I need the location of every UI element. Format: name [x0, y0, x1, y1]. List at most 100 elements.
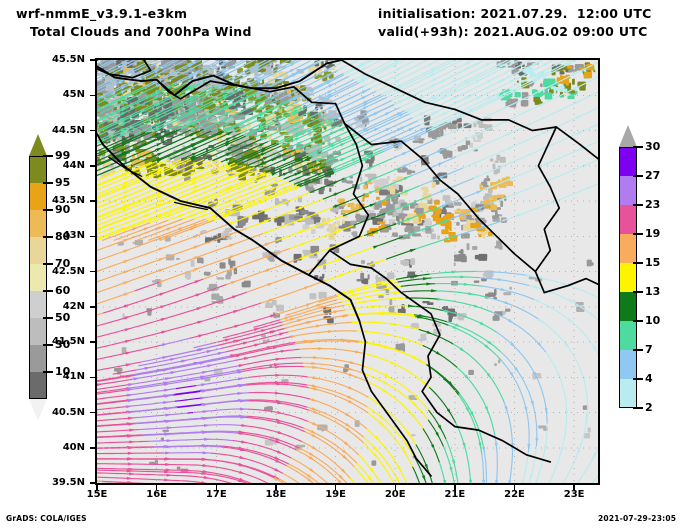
- colorbar-segment[interactable]: [619, 350, 637, 379]
- x-axis-tick-label: 19E: [325, 489, 346, 500]
- y-axis-tick: [90, 482, 95, 484]
- colorbar-segment[interactable]: [619, 292, 637, 321]
- y-axis-tick-label: 43N: [62, 230, 85, 242]
- x-axis-tick: [275, 485, 277, 490]
- colorbar-tick: [43, 344, 53, 346]
- y-axis-tick: [90, 235, 95, 238]
- colorbar-tick-label: 15: [645, 256, 661, 269]
- colorbar-bottom-arrow: [29, 399, 47, 421]
- colorbar-segment[interactable]: [29, 264, 47, 291]
- colorbar-tick: [633, 262, 643, 264]
- colorbar-segment[interactable]: [29, 345, 47, 372]
- colorbar-tick-label: 10: [55, 365, 71, 378]
- y-axis-tick: [90, 376, 95, 379]
- cloud-cover-colorbar[interactable]: 99 95 90 80 70 60 50 30 10: [29, 134, 89, 421]
- colorbar-tick: [43, 371, 53, 373]
- x-axis-tick: [334, 485, 337, 490]
- colorbar-tick: [633, 146, 643, 148]
- y-axis-tick: [90, 341, 95, 343]
- y-axis-tick: [90, 165, 95, 167]
- colorbar-tick: [633, 175, 643, 177]
- y-axis-tick-label: 40.5N: [51, 406, 85, 418]
- colorbar-tick-label: 7: [645, 343, 653, 356]
- x-axis-tick: [573, 485, 575, 490]
- colorbar-tick: [43, 317, 53, 319]
- colorbar-segment[interactable]: [619, 176, 637, 205]
- y-axis-tick-label: 41.5N: [51, 336, 85, 347]
- colorbar-tick: [633, 204, 643, 206]
- colorbar-tick-label: 80: [55, 230, 71, 243]
- colorbar-segment[interactable]: [619, 321, 637, 350]
- y-axis-tick: [90, 447, 95, 449]
- wind-speed-colorbar[interactable]: 30 27 23 19 15 13 10 7 4 2: [619, 125, 679, 430]
- colorbar-segment[interactable]: [619, 379, 637, 408]
- colorbar-segment[interactable]: [29, 237, 47, 264]
- y-axis-tick-label: 44N: [62, 159, 85, 171]
- colorbar-segment[interactable]: [29, 372, 47, 399]
- colorbar-tick: [43, 209, 53, 211]
- y-axis-tick: [90, 200, 95, 202]
- colorbar-tick-label: 70: [55, 257, 71, 270]
- y-axis-tick: [90, 270, 95, 273]
- colorbar-segment[interactable]: [619, 205, 637, 234]
- colorbar-segment[interactable]: [619, 147, 637, 176]
- colorbar-tick: [633, 320, 643, 322]
- initialisation-time-label: initialisation: 2021.07.29. 12:00 UTC: [378, 6, 652, 21]
- x-axis-tick-label: 15E: [86, 489, 108, 500]
- colorbar-segment[interactable]: [29, 156, 47, 183]
- colorbar-segment[interactable]: [29, 291, 47, 318]
- colorbar-tick-label: 60: [55, 284, 71, 297]
- y-axis-tick-label: 45.5N: [51, 54, 85, 65]
- x-axis-tick: [96, 485, 98, 490]
- colorbar-top-arrow: [619, 125, 637, 147]
- field-title-label: Total Clouds and 700hPa Wind: [30, 24, 252, 39]
- grads-credit-label: GrADS: COLA/IGES: [6, 514, 87, 523]
- x-axis-tick: [394, 485, 396, 490]
- x-axis-tick-label: 16E: [146, 489, 168, 500]
- colorbar-tick: [633, 349, 643, 351]
- colorbar-tick-label: 95: [55, 176, 71, 189]
- x-axis-tick: [513, 485, 516, 490]
- x-axis-tick-label: 22E: [504, 489, 525, 500]
- x-axis-tick-label: 21E: [444, 489, 466, 500]
- x-axis-tick: [155, 485, 158, 490]
- colorbar-tick: [43, 236, 53, 238]
- colorbar-segment[interactable]: [619, 234, 637, 263]
- colorbar-segment[interactable]: [29, 183, 47, 210]
- y-axis-tick-label: 42N: [62, 300, 85, 312]
- x-axis-tick-label: 18E: [265, 489, 287, 500]
- colorbar-segment[interactable]: [29, 318, 47, 345]
- y-axis-tick: [90, 306, 95, 308]
- y-axis-tick: [90, 129, 95, 132]
- y-axis-tick-label: 40N: [62, 441, 85, 453]
- y-axis-tick: [90, 94, 95, 97]
- colorbar-tick-label: 19: [645, 227, 661, 240]
- colorbar-tick-label: 50: [55, 311, 71, 324]
- map-plot-area: [95, 58, 600, 485]
- colorbar-tick: [633, 291, 643, 293]
- colorbar-tick: [43, 182, 53, 184]
- y-axis-tick: [90, 411, 95, 414]
- colorbar-segment[interactable]: [29, 210, 47, 237]
- colorbar-tick-label: 4: [645, 372, 653, 385]
- colorbar-bottom-arrow: [619, 408, 637, 430]
- model-name-label: wrf-nmmE_v3.9.1-e3km: [16, 6, 188, 21]
- colorbar-segment[interactable]: [619, 263, 637, 292]
- x-axis-tick: [215, 485, 218, 490]
- y-axis-tick-label: 42.5N: [51, 265, 85, 277]
- x-axis-tick: [454, 485, 456, 490]
- colorbar-tick: [43, 290, 53, 292]
- y-axis-tick-label: 39.5N: [51, 477, 85, 488]
- colorbar-tick-label: 23: [645, 198, 661, 211]
- colorbar-tick-label: 27: [645, 169, 661, 182]
- country-border-layer: [97, 60, 598, 477]
- colorbar-tick-label: 30: [645, 140, 661, 153]
- colorbar-tick-label: 2: [645, 401, 653, 414]
- colorbar-tick: [633, 233, 643, 235]
- colorbar-tick: [633, 407, 643, 409]
- colorbar-tick-label: 30: [55, 338, 71, 351]
- colorbar-tick: [43, 263, 53, 265]
- wind-streamline-layer: [97, 60, 598, 483]
- colorbar-tick: [43, 155, 53, 157]
